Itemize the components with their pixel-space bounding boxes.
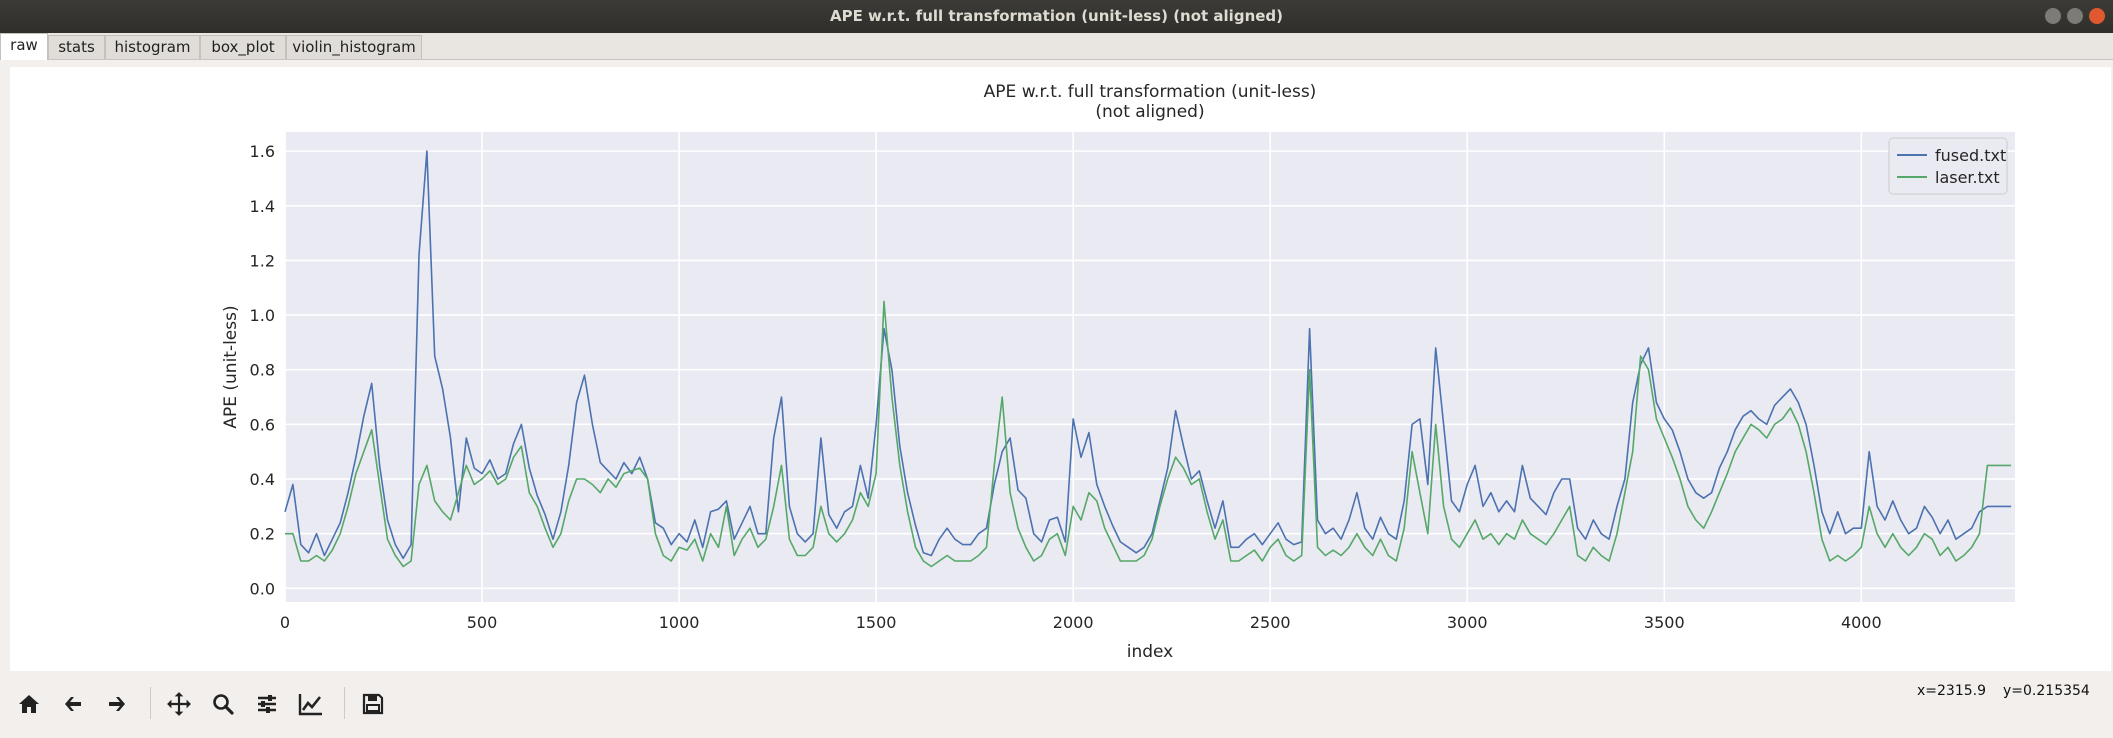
- legend: fused.txt laser.txt: [1888, 137, 2008, 195]
- x-tick-label: 3000: [1447, 613, 1488, 632]
- toolbar-separator: [344, 687, 345, 719]
- window-title: APE w.r.t. full transformation (unit-les…: [829, 7, 1284, 25]
- chart-title: APE w.r.t. full transformation (unit-les…: [984, 82, 1317, 102]
- forward-arrow-icon[interactable]: [102, 689, 132, 719]
- cursor-x-readout: x=2315.9: [1917, 683, 1987, 699]
- window-titlebar: APE w.r.t. full transformation (unit-les…: [0, 0, 2113, 33]
- x-tick-label: 1000: [659, 613, 700, 632]
- y-tick-label: 1.6: [250, 142, 275, 161]
- ape-line-chart[interactable]: 0 500 1000 1500 2000 2500 3000 3500 4000 0.0 0.2 0…: [10, 67, 2111, 671]
- legend-label-laser: laser.txt: [1935, 168, 2000, 187]
- legend-label-fused: fused.txt: [1935, 146, 2006, 165]
- toolbar-separator: [150, 687, 151, 719]
- y-tick-label: 1.2: [250, 251, 275, 270]
- y-tick-label: 1.4: [250, 197, 275, 216]
- edit-axis-icon[interactable]: [296, 689, 326, 719]
- cursor-y-readout: y=0.215354: [2003, 683, 2090, 699]
- plot-area: [285, 132, 2015, 602]
- tab-box-plot[interactable]: box_plot: [200, 35, 286, 59]
- save-icon[interactable]: [358, 689, 388, 719]
- x-tick-label: 2000: [1053, 613, 1094, 632]
- x-axis-label: index: [1127, 642, 1174, 662]
- configure-subplots-icon[interactable]: [252, 689, 282, 719]
- x-tick-label: 1500: [856, 613, 897, 632]
- tab-histogram[interactable]: histogram: [105, 35, 200, 59]
- series-line-fused: [284, 150, 2012, 560]
- x-tick-label: 0: [280, 613, 290, 632]
- maximize-button[interactable]: [2067, 8, 2083, 24]
- home-icon[interactable]: [14, 689, 44, 719]
- zoom-icon[interactable]: [208, 689, 238, 719]
- chart-subtitle: (not aligned): [1095, 102, 1204, 122]
- x-tick-label: 2500: [1250, 613, 1291, 632]
- back-arrow-icon[interactable]: [58, 689, 88, 719]
- tab-violin-histogram[interactable]: violin_histogram: [286, 35, 422, 59]
- x-tick-label: 3500: [1644, 613, 1685, 632]
- y-axis-label: APE (unit-less): [221, 305, 241, 428]
- y-tick-label: 0.4: [250, 470, 275, 489]
- tab-stats[interactable]: stats: [48, 35, 105, 59]
- y-tick-label: 0.2: [250, 525, 275, 544]
- tab-bar: raw stats histogram box_plot violin_hist…: [0, 33, 2113, 60]
- y-tick-label: 0.0: [250, 579, 275, 598]
- navigation-toolbar: [0, 675, 2113, 731]
- legend-box: [1888, 137, 2008, 195]
- x-tick-label: 4000: [1841, 613, 1882, 632]
- y-tick-label: 0.6: [250, 415, 275, 434]
- close-button[interactable]: [2089, 8, 2105, 24]
- x-tick-label: 500: [467, 613, 498, 632]
- minimize-button[interactable]: [2045, 8, 2061, 24]
- window-controls: [2045, 8, 2105, 24]
- series-line-laser: [285, 300, 2012, 568]
- y-tick-label: 0.8: [250, 361, 275, 380]
- y-tick-label: 1.0: [250, 306, 275, 325]
- figure-canvas[interactable]: 0 500 1000 1500 2000 2500 3000 3500 4000 0.0 0.2 0…: [10, 67, 2111, 671]
- tab-raw[interactable]: raw: [0, 33, 48, 60]
- pan-icon[interactable]: [164, 689, 194, 719]
